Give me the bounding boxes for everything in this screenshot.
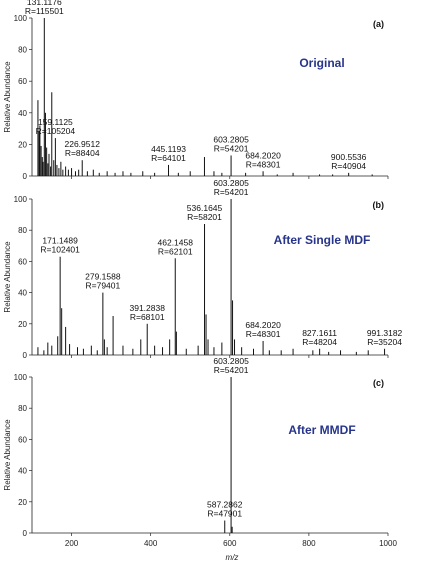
peak-label: R=58201 [187,212,222,222]
peak-label: 171.1489 [42,236,78,246]
peak-label: R=54201 [214,187,249,197]
y-tick-label: 20 [18,140,27,149]
panel-title: After Single MDF [274,233,371,247]
peak-label: 587.2862 [207,500,243,510]
panel-tag: (a) [373,19,384,29]
peak-label: R=68101 [130,312,165,322]
y-tick-label: 40 [18,467,27,476]
y-tick-label: 40 [18,109,27,118]
peak-label: 991.3182 [367,328,403,338]
y-axis-title: Relative Abundance [3,61,12,133]
peak-label: R=102401 [40,245,80,255]
peak-label: R=54201 [214,365,249,375]
peak-label: R=40904 [331,161,366,171]
peak-label: 603.2805 [213,356,249,366]
peak-label: 391.2838 [129,303,165,313]
peak-label: R=48204 [302,337,337,347]
y-tick-label: 0 [23,351,28,360]
x-tick-label: 400 [144,539,158,548]
peak-label: 827.1611 [302,328,337,338]
x-tick-label: 200 [65,539,79,548]
x-tick-label: 1000 [379,539,397,548]
peak-label: 536.1645 [187,203,223,213]
panel-tag: (b) [373,200,385,210]
y-tick-label: 100 [14,373,28,382]
peak-label: 159.1125 [38,117,73,127]
peak-label: 226.9512 [64,139,100,149]
y-tick-label: 100 [14,14,28,23]
y-tick-label: 60 [18,77,27,86]
y-tick-label: 80 [18,226,27,235]
peak-label: R=47901 [207,509,242,519]
y-tick-label: 100 [14,195,28,204]
peak-label: R=62101 [158,246,193,256]
peak-label: R=48301 [246,159,281,169]
peak-label: 603.2805 [213,178,249,188]
peak-label: 684.2020 [245,320,281,330]
peak-label: 603.2805 [213,134,249,144]
peak-label: R=48301 [246,329,281,339]
peak-label: R=79401 [85,281,120,291]
peak-label: 445.1193 [151,144,186,154]
x-axis-label: m/z [226,553,239,562]
y-tick-label: 80 [18,404,27,413]
peak-label: 131.1176 [27,0,62,7]
x-tick-label: 600 [223,539,237,548]
y-tick-label: 0 [23,529,28,538]
peak-label: R=88404 [65,148,100,158]
y-tick-label: 20 [18,320,27,329]
peak-label: 279.1588 [85,272,121,282]
peak-label: R=105204 [36,126,76,136]
y-tick-label: 60 [18,435,27,444]
peak-label: R=54201 [214,143,249,153]
peak-label: 462.1458 [158,237,194,247]
y-axis-title: Relative Abundance [3,241,12,313]
y-tick-label: 0 [23,172,28,181]
y-tick-label: 40 [18,289,27,298]
peak-label: R=64101 [151,153,186,163]
peak-label: R=115501 [25,6,64,16]
spectrum-panel-3: 0 20 40 60 80 100 200 400 600 800 1000 Relative Abu… [3,356,397,548]
peak-label: R=35204 [367,337,402,347]
panel-title: After MMDF [288,423,355,437]
peak-label: 900.5536 [331,152,367,162]
y-tick-label: 20 [18,498,27,507]
y-axis-title: Relative Abundance [3,419,12,491]
panel-tag: (c) [373,378,384,388]
panel-title: Original [299,56,344,70]
y-tick-label: 80 [18,46,27,55]
peak-label: 684.2020 [245,150,281,160]
y-tick-label: 60 [18,257,27,266]
x-tick-label: 800 [302,539,316,548]
